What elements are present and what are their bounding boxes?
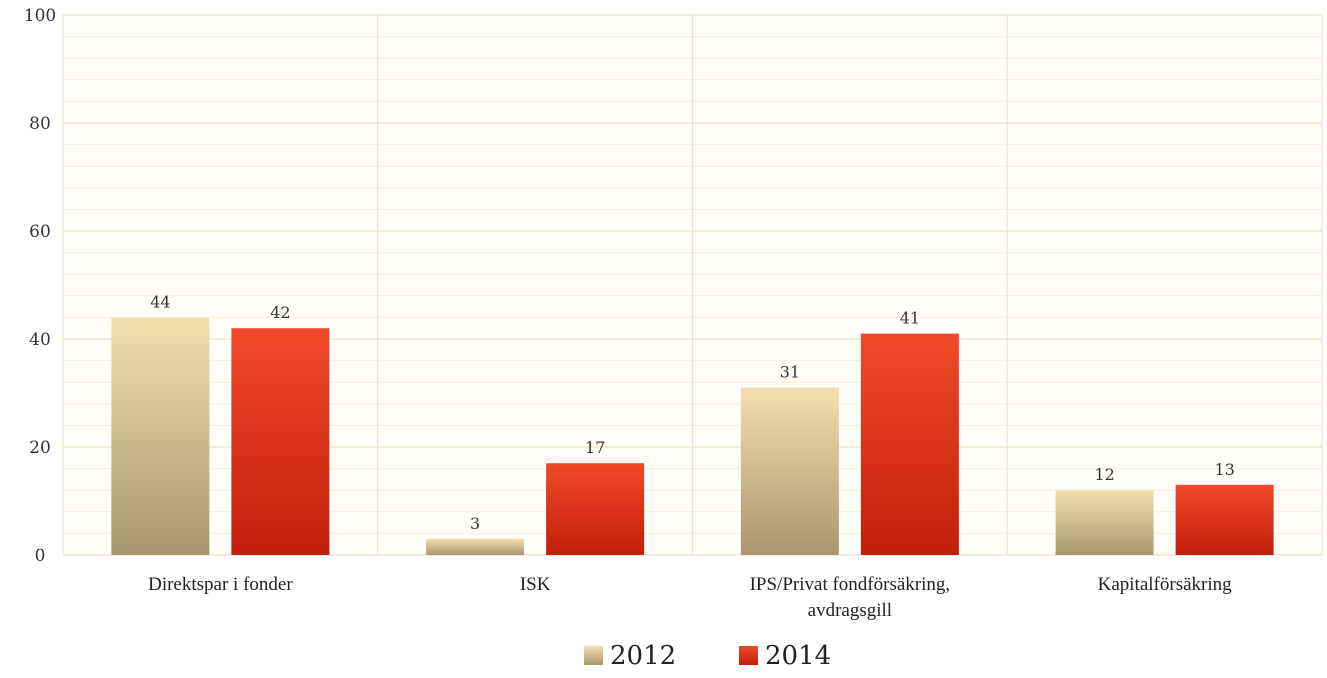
data-label-2014-1: 42 (270, 303, 290, 322)
legend-label-2012: 2012 (610, 641, 676, 671)
data-label-2012-2: 3 (470, 514, 480, 533)
data-label-2012-3: 31 (780, 363, 800, 382)
x-axis-categories: Direktspar i fonder ISK IPS/Privat fondför… (148, 574, 1232, 621)
category-label: ISK (520, 574, 551, 595)
data-label-2014-2: 17 (585, 438, 605, 457)
category-label: IPS/Privat fondförsäkring, (750, 574, 951, 595)
category-label: Kapitalförsäkring (1098, 574, 1233, 595)
y-tick-label: 100 (24, 6, 56, 26)
bar-2014-2 (546, 463, 645, 555)
bar-2012-3 (740, 387, 839, 555)
data-label-2012-4: 12 (1094, 465, 1114, 484)
bar-2014-3 (860, 333, 959, 555)
data-label-2014-3: 41 (900, 309, 920, 328)
bar-2012-1 (111, 317, 210, 555)
bar-2012-2 (426, 538, 525, 555)
data-label-2014-4: 13 (1214, 460, 1234, 479)
y-tick-label: 20 (29, 438, 51, 458)
y-tick-label: 0 (35, 546, 46, 566)
legend-swatch-2014 (739, 646, 758, 665)
bar-2014-4 (1175, 484, 1274, 555)
bar-2012-4 (1055, 490, 1154, 555)
bars: 44 42 3 17 31 41 12 13 (111, 292, 1274, 555)
y-tick-label: 80 (29, 114, 51, 134)
category-label: avdragsgill (808, 600, 892, 621)
category-label: Direktspar i fonder (148, 574, 293, 595)
bar-2014-1 (231, 328, 330, 555)
data-label-2012-1: 44 (150, 292, 170, 311)
y-tick-label: 40 (29, 330, 51, 350)
legend-label-2014: 2014 (765, 641, 831, 671)
legend-swatch-2012 (584, 646, 603, 665)
legend: 2012 2014 (584, 641, 831, 671)
y-tick-label: 60 (29, 222, 51, 242)
y-axis-ticks: 0 20 40 60 80 100 (24, 6, 56, 566)
